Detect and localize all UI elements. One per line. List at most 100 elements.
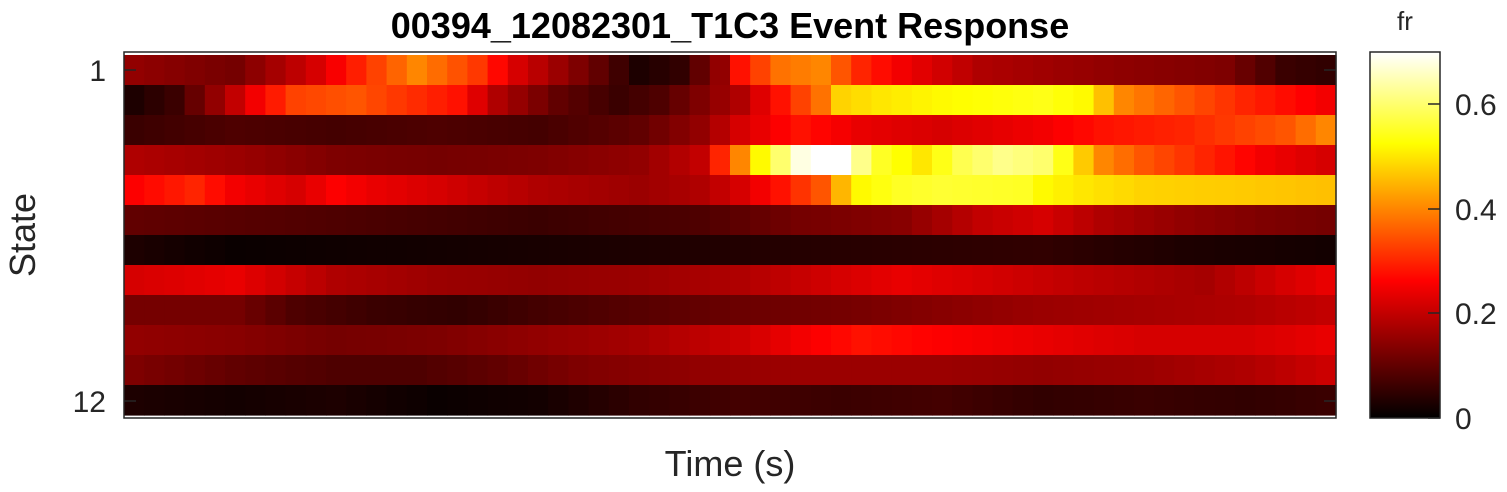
heatmap-cell: [810, 295, 832, 326]
heatmap-cell: [1012, 235, 1034, 266]
heatmap-cell: [629, 175, 650, 206]
heatmap-cell: [770, 55, 792, 86]
heatmap-cell: [528, 205, 549, 236]
heatmap-cell: [1154, 325, 1175, 356]
heatmap-cell: [528, 115, 549, 146]
heatmap-cell: [144, 385, 165, 416]
heatmap-cell: [1315, 205, 1337, 236]
heatmap-cell: [649, 265, 670, 296]
heatmap-cell: [528, 355, 549, 386]
heatmap-cell: [386, 85, 408, 116]
heatmap-cell: [1214, 115, 1236, 146]
heatmap-cell: [689, 145, 711, 176]
heatmap-cell: [588, 295, 610, 326]
heatmap-cell: [1315, 85, 1337, 116]
heatmap-cell: [204, 55, 226, 86]
heatmap-cell: [507, 85, 529, 116]
heatmap-cell: [709, 295, 731, 326]
heatmap-cell: [124, 325, 145, 356]
heatmap-cell: [851, 205, 872, 236]
heatmap-cell: [790, 325, 812, 356]
heatmap-cell: [1295, 295, 1317, 326]
heatmap-cell: [467, 55, 489, 86]
heatmap-cell: [1113, 115, 1135, 146]
heatmap-cell: [992, 85, 1014, 116]
heatmap-cell: [1012, 85, 1034, 116]
plot-frame: [123, 51, 1337, 419]
heatmap-cell: [608, 385, 630, 416]
heatmap-cell: [932, 115, 953, 146]
heatmap-cell: [689, 325, 711, 356]
heatmap-cell: [689, 265, 711, 296]
heatmap-cell: [1134, 115, 1155, 146]
heatmap-cell: [1012, 145, 1034, 176]
heatmap-cell: [225, 295, 246, 326]
heatmap-cell: [326, 175, 347, 206]
heatmap-cell: [467, 265, 489, 296]
heatmap-cell: [649, 55, 670, 86]
heatmap-cell: [305, 145, 327, 176]
heatmap-cell: [366, 85, 388, 116]
heatmap-cell: [1053, 145, 1074, 176]
heatmap-cell: [144, 175, 165, 206]
heatmap-cell: [1093, 265, 1115, 296]
heatmap-cell: [265, 325, 287, 356]
heatmap-cell: [1275, 235, 1297, 266]
colorbar-tick-label: 0: [1455, 403, 1472, 436]
heatmap-cell: [467, 325, 489, 356]
heatmap-cell: [992, 235, 1014, 266]
heatmap-cell: [386, 235, 408, 266]
heatmap-cell: [467, 85, 489, 116]
heatmap-cell: [831, 115, 852, 146]
heatmap-cell: [1012, 295, 1034, 326]
heatmap-cell: [750, 235, 771, 266]
heatmap-cell: [790, 355, 812, 386]
heatmap-cell: [204, 115, 226, 146]
heatmap-cell: [144, 205, 165, 236]
heatmap-cell: [770, 355, 792, 386]
heatmap-cell: [427, 175, 448, 206]
heatmap-cell: [831, 385, 852, 416]
heatmap-cell: [1093, 55, 1115, 86]
heatmap-cell: [891, 55, 913, 86]
heatmap-cell: [366, 355, 388, 386]
heatmap-cell: [265, 55, 287, 86]
heatmap-cell: [184, 205, 206, 236]
heatmap-cell: [406, 235, 428, 266]
heatmap-cell: [406, 205, 428, 236]
heatmap-cell: [629, 55, 650, 86]
heatmap-cell: [184, 325, 206, 356]
heatmap-cell: [629, 325, 650, 356]
heatmap-cell: [810, 205, 832, 236]
heatmap-cell: [427, 55, 448, 86]
heatmap-cell: [1154, 205, 1175, 236]
heatmap-cell: [528, 85, 549, 116]
heatmap-cell: [1113, 175, 1135, 206]
heatmap-cell: [568, 235, 590, 266]
heatmap-cell: [689, 385, 711, 416]
heatmap-cell: [709, 55, 731, 86]
heatmap-cell: [1315, 265, 1337, 296]
heatmap-cell: [406, 175, 428, 206]
heatmap-cell: [1113, 325, 1135, 356]
heatmap-cell: [608, 295, 630, 326]
heatmap-cell: [1315, 115, 1337, 146]
heatmap-cell: [406, 85, 428, 116]
heatmap-cell: [1295, 145, 1317, 176]
heatmap-cell: [225, 145, 246, 176]
heatmap-cell: [1134, 55, 1155, 86]
heatmap-cell: [285, 235, 307, 266]
heatmap-cell: [750, 145, 771, 176]
heatmap-cell: [326, 205, 347, 236]
heatmap-cell: [750, 355, 771, 386]
heatmap-cell: [1113, 265, 1135, 296]
heatmap-cell: [831, 325, 852, 356]
heatmap-cell: [1134, 385, 1155, 416]
heatmap-cell: [265, 355, 287, 386]
heatmap-cell: [1295, 325, 1317, 356]
heatmap-cell: [750, 265, 771, 296]
heatmap-cell: [245, 205, 266, 236]
heatmap-cell: [1255, 115, 1276, 146]
heatmap-cell: [447, 265, 468, 296]
